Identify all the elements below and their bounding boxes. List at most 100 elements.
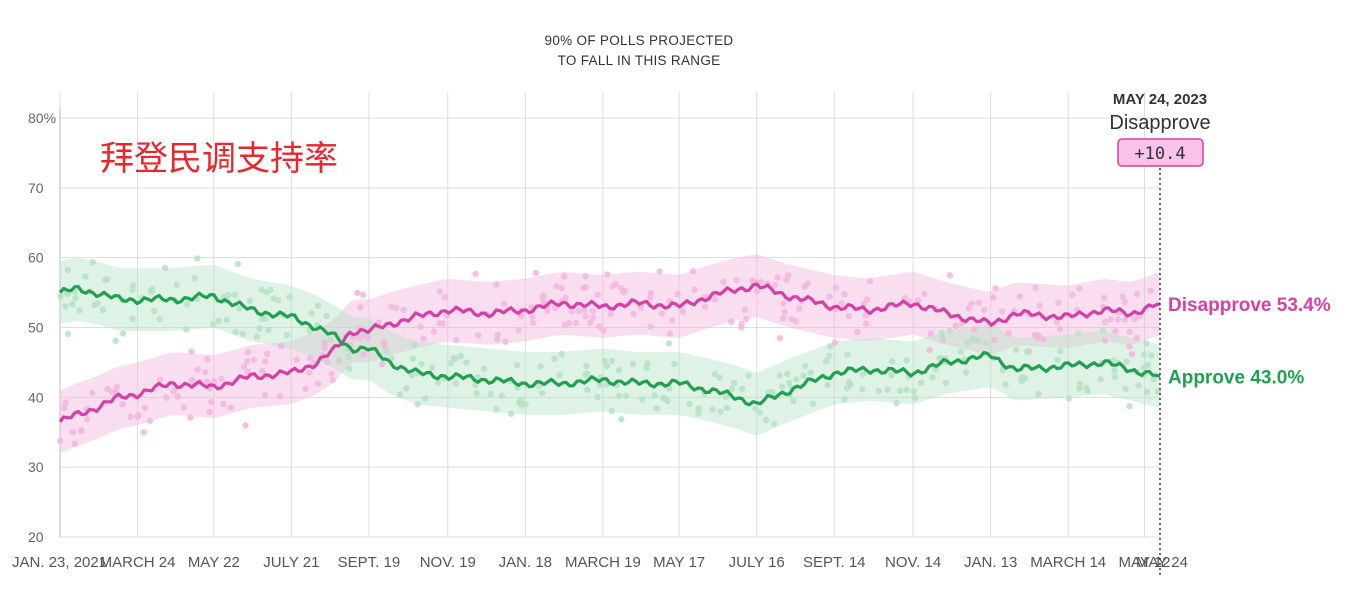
poll-dot (575, 308, 582, 315)
poll-dot (1035, 391, 1042, 398)
poll-dot (1032, 284, 1039, 291)
poll-dot (711, 296, 719, 303)
poll-dot (1076, 285, 1083, 292)
poll-dot (622, 392, 630, 400)
poll-dot (1111, 373, 1119, 380)
poll-dot (1126, 328, 1133, 335)
poll-dot (910, 388, 917, 395)
poll-dot (163, 394, 170, 401)
poll-dot (1005, 330, 1012, 337)
poll-dot (720, 278, 727, 285)
poll-dot (69, 428, 77, 436)
poll-dot (581, 306, 588, 314)
x-tick-label: SEPT. 14 (803, 554, 866, 571)
poll-dot (184, 301, 191, 308)
poll-dot (893, 399, 900, 407)
poll-dot (796, 305, 803, 312)
poll-dot (838, 300, 845, 307)
poll-dot (210, 320, 217, 328)
x-tick-label: JULY 16 (729, 554, 785, 571)
poll-dot (129, 286, 136, 294)
poll-dot (441, 293, 449, 301)
poll-dot (716, 374, 723, 381)
poll-dot (102, 276, 109, 284)
poll-dot (494, 331, 501, 338)
poll-dot (474, 374, 481, 381)
poll-dot (1016, 293, 1023, 300)
poll-dot (321, 344, 328, 351)
poll-dot (250, 356, 257, 364)
poll-dot (745, 372, 752, 379)
x-tick-label: JAN. 23, 2021 (12, 554, 107, 571)
poll-dot (239, 330, 246, 338)
poll-dot (658, 310, 665, 317)
poll-dot (723, 404, 731, 412)
poll-dot (1140, 351, 1148, 358)
poll-dot (807, 369, 814, 376)
poll-dot (780, 315, 787, 322)
poll-dot (561, 273, 568, 280)
poll-dot (1036, 302, 1044, 309)
poll-dot (733, 277, 740, 284)
poll-dot (917, 379, 925, 386)
poll-dot (215, 317, 222, 324)
poll-dot (847, 381, 854, 389)
poll-dot (400, 306, 407, 314)
poll-dot (903, 356, 910, 364)
poll-dot (903, 386, 910, 394)
poll-dot (765, 389, 772, 396)
poll-dot (225, 291, 232, 299)
y-tick-label: 30 (28, 459, 44, 475)
poll-dot (188, 348, 195, 355)
poll-dot (582, 284, 589, 291)
poll-dot (866, 277, 874, 285)
poll-dot (112, 337, 119, 344)
poll-dot (84, 416, 91, 423)
poll-dot (771, 282, 779, 289)
poll-dot (618, 416, 625, 423)
poll-dot (584, 386, 591, 393)
poll-dot (647, 294, 654, 301)
poll-dot (507, 410, 515, 418)
poll-dot (278, 342, 285, 350)
poll-dot (518, 402, 526, 409)
poll-dot (62, 399, 69, 406)
poll-dot (450, 354, 457, 362)
poll-dot (72, 294, 79, 302)
poll-dot (1107, 316, 1114, 323)
poll-dot (556, 371, 563, 379)
y-tick-label: 50 (28, 320, 44, 336)
poll-dot (436, 288, 443, 295)
poll-dot (113, 383, 121, 391)
poll-dot (1040, 336, 1047, 343)
poll-dot (411, 341, 418, 349)
poll-dot (845, 313, 852, 320)
poll-dot (1147, 352, 1155, 359)
poll-dot (824, 381, 831, 389)
poll-dot (1121, 298, 1129, 305)
poll-dot (421, 395, 429, 402)
poll-dot (859, 385, 866, 393)
poll-dot (498, 392, 505, 399)
poll-dot (447, 360, 454, 367)
poll-dot (841, 396, 848, 403)
poll-dot (889, 357, 896, 365)
poll-dot (603, 363, 611, 370)
poll-dot (473, 390, 480, 397)
poll-dot (276, 392, 284, 400)
poll-dot (629, 360, 636, 367)
x-tick-label: MARCH 14 (1030, 554, 1106, 571)
poll-dot (927, 330, 934, 337)
poll-dot (223, 316, 230, 323)
poll-dot (408, 372, 415, 379)
poll-dot (774, 274, 781, 281)
poll-dot (1076, 385, 1083, 392)
poll-dot (612, 280, 619, 288)
poll-dot (500, 300, 508, 307)
x-tick-label: MARCH 19 (565, 554, 641, 571)
poll-dot (346, 365, 353, 372)
poll-dot (156, 376, 164, 384)
tooltip-series: Disapprove (1109, 112, 1210, 134)
poll-dot (990, 294, 997, 301)
poll-dot (383, 348, 390, 355)
